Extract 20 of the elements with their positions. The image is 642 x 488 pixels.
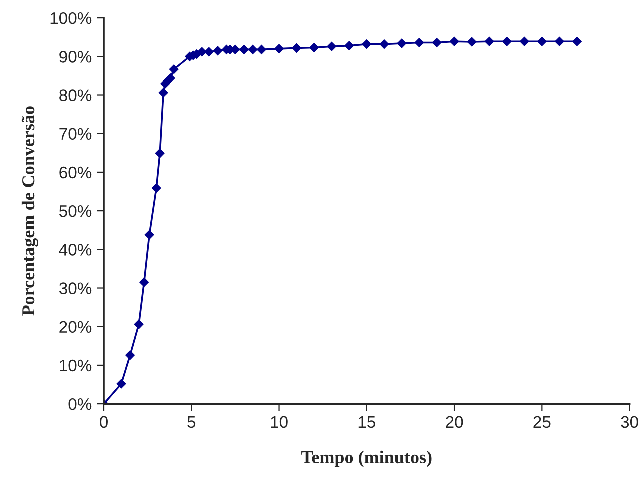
y-tick-label: 90% bbox=[60, 51, 92, 63]
x-tick-label: 15 bbox=[358, 416, 376, 428]
y-tick-label: 30% bbox=[59, 282, 92, 294]
y-tick-label: 80% bbox=[60, 90, 92, 102]
x-axis-title: Tempo (minutos) bbox=[302, 450, 432, 468]
x-tick-label: 25 bbox=[534, 416, 551, 428]
y-tick-label: 70% bbox=[60, 128, 92, 140]
y-tick-label: 50% bbox=[60, 205, 92, 218]
y-tick-label: 100% bbox=[50, 12, 92, 24]
x-tick-label: 5 bbox=[188, 416, 196, 428]
y-tick-label: 40% bbox=[59, 244, 92, 256]
y-tick-label: 20% bbox=[60, 321, 92, 334]
y-axis-title: Porcentagem de Conversão bbox=[22, 106, 38, 316]
x-tick-label: 30 bbox=[621, 416, 638, 428]
x-tick-label: 20 bbox=[446, 416, 464, 428]
x-tick-label: 10 bbox=[271, 416, 288, 428]
x-tick-label: 0 bbox=[100, 416, 108, 428]
y-tick-label: 0% bbox=[68, 398, 92, 410]
y-tick-label: 10% bbox=[60, 360, 92, 372]
y-tick-label: 60% bbox=[60, 166, 92, 179]
